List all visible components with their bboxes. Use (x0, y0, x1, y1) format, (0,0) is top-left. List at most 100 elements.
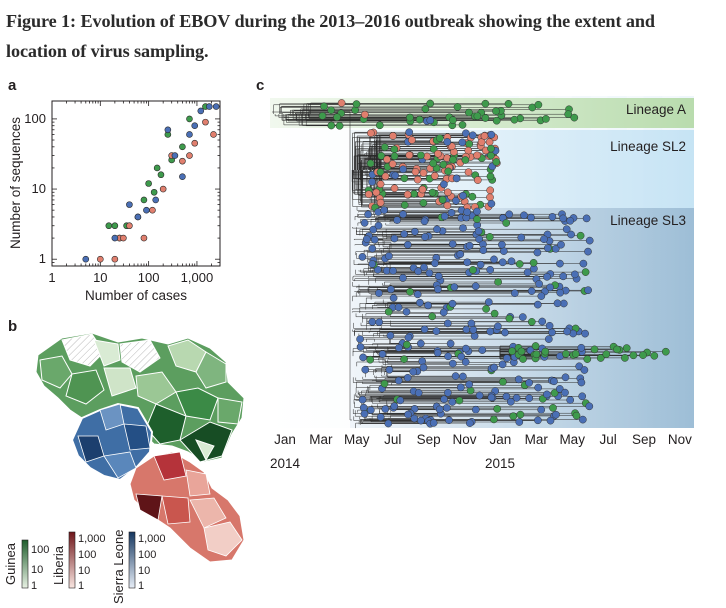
tree-tip (482, 305, 490, 313)
scatter-point (159, 185, 167, 193)
label-lineage-a: Lineage A (626, 102, 686, 117)
tree-tip (479, 246, 488, 255)
tree-tip (403, 190, 412, 199)
y-tick-label: 10 (32, 181, 46, 196)
tree-tip (553, 299, 562, 308)
tree-branch (280, 106, 458, 114)
map-region (135, 493, 163, 521)
tree-branch (387, 359, 453, 364)
legend-tick: 1 (138, 580, 144, 592)
tree-branch (353, 322, 576, 329)
tree-tip (490, 255, 498, 264)
tree-tip (473, 215, 481, 224)
tree-tip (372, 188, 381, 197)
tree-tip (582, 214, 591, 223)
tree-tip (525, 394, 534, 403)
tree-branch (360, 421, 431, 424)
scatter-point (149, 206, 156, 214)
y-tick-label: 100 (24, 111, 46, 126)
tree-branch (370, 418, 472, 423)
tree-tip (504, 99, 513, 108)
tree-tip (390, 234, 399, 243)
tree-tip (394, 376, 403, 385)
tree-tip (537, 405, 546, 414)
tree-branch (387, 346, 438, 352)
tree-tip (403, 373, 412, 382)
tree-tip (492, 116, 501, 125)
tree-branch (355, 313, 511, 318)
tree-tip (393, 216, 401, 224)
tree-tip (358, 253, 367, 261)
tree-tip (661, 347, 670, 356)
tree-tip (629, 351, 638, 360)
tree-tip (424, 301, 432, 310)
figure-label: Figure 1: (6, 11, 76, 31)
tree-tip (404, 410, 412, 419)
tree-tip (384, 307, 393, 316)
tree-branch (383, 247, 548, 253)
tree-tip (435, 134, 444, 143)
tree-tip (473, 207, 481, 216)
tree-tip (492, 158, 501, 166)
tree-branch (357, 213, 442, 218)
tree-tip (380, 379, 389, 388)
scatter-point (143, 206, 150, 214)
tree-tip (559, 272, 568, 281)
year-label-2015: 2015 (485, 456, 515, 471)
tree-tip (419, 169, 428, 177)
tree-branch (352, 170, 443, 200)
tree-branch (298, 114, 453, 126)
tree-branch (387, 217, 532, 220)
month-stripe (267, 96, 285, 428)
time-axis-labels: Jan Mar May Jul Sep Nov Jan Mar May Jul … (274, 432, 692, 447)
tree-tip (385, 252, 393, 260)
tree-tip (585, 402, 594, 411)
tree-tip (571, 350, 580, 358)
tree-tip (510, 115, 519, 124)
tree-branch (351, 311, 389, 313)
tree-tip (390, 145, 399, 154)
tree-branch (365, 348, 531, 351)
tree-tip (366, 355, 375, 364)
tree-tip (502, 219, 511, 227)
tree-branch (356, 381, 503, 388)
tree-branch (360, 170, 478, 181)
tree-branch (359, 307, 447, 313)
tree-branch (281, 114, 431, 121)
tree-branch (362, 381, 385, 384)
scatter-point (140, 234, 148, 242)
tree-tip (548, 328, 556, 337)
tree-tip (534, 383, 543, 392)
tree-branch (374, 255, 458, 258)
x-tick-label: 10 (93, 270, 107, 285)
tree-tip (534, 100, 543, 109)
scatter-point (171, 152, 179, 159)
map-region (135, 371, 177, 405)
map-region (103, 367, 137, 397)
month-label: Sep (417, 432, 441, 447)
tree-tip (445, 416, 453, 425)
tree-branch (373, 370, 492, 375)
map-region (93, 339, 121, 367)
tree-branch (360, 269, 586, 273)
tree-branch (355, 269, 575, 275)
tree-branch (358, 148, 491, 170)
scatter-y-tick-labels: 1 10 100 (24, 111, 46, 266)
tree-tip (492, 107, 500, 116)
tree-tip (465, 140, 474, 148)
tree-branch (369, 384, 525, 390)
tree-branch (365, 368, 386, 370)
tree-tip (543, 272, 551, 281)
scatter-point (126, 201, 133, 208)
tree-tip (389, 294, 398, 302)
tree-tip (413, 175, 422, 184)
tree-branches (272, 102, 666, 429)
tree-tip (561, 373, 570, 382)
tree-branch (373, 351, 560, 357)
tree-branch (356, 361, 466, 367)
tree-tip (639, 351, 647, 359)
figure-title-line2: location of virus sampling. (6, 41, 209, 61)
tree-tip (378, 350, 387, 358)
tree-branch (354, 244, 561, 246)
